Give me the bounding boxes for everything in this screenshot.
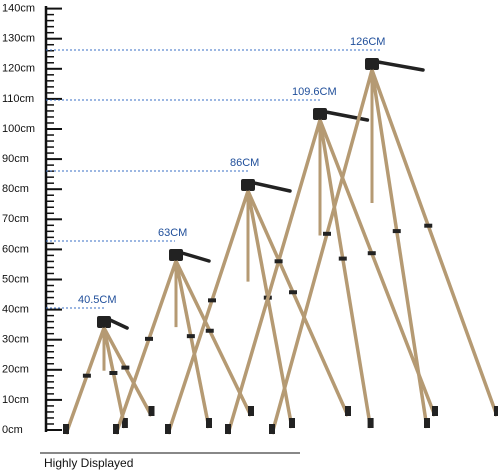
tripod-foot bbox=[345, 406, 351, 416]
ruler-label: 20cm bbox=[2, 364, 29, 376]
leg-lock bbox=[274, 259, 283, 264]
tripod-handle bbox=[180, 251, 211, 263]
height-label: 63CM bbox=[158, 227, 187, 239]
tripod-leg bbox=[166, 190, 250, 435]
tripod-head bbox=[365, 58, 379, 70]
tripod-leg bbox=[270, 69, 374, 435]
ruler-label: 130cm bbox=[2, 33, 35, 45]
tripod-handle bbox=[108, 318, 129, 330]
tripod-leg bbox=[102, 327, 127, 429]
ruler-label: 110cm bbox=[2, 93, 34, 105]
tripod-head bbox=[241, 179, 255, 191]
ruler-label: 70cm bbox=[2, 213, 29, 225]
leg-lock bbox=[289, 290, 297, 295]
tripod-foot bbox=[248, 406, 254, 416]
tripod-foot bbox=[206, 418, 212, 428]
tripod-foot bbox=[225, 424, 231, 434]
ruler-label: 40cm bbox=[2, 304, 29, 316]
leg-lock bbox=[323, 231, 331, 236]
height-label: 40.5CM bbox=[78, 294, 117, 306]
tripod-foot bbox=[148, 406, 155, 416]
tripod-leg bbox=[246, 190, 350, 417]
tripod-head bbox=[313, 108, 327, 120]
leg-lock bbox=[109, 371, 118, 375]
leg-lock bbox=[208, 298, 216, 303]
ruler-label: 140cm bbox=[2, 3, 35, 15]
ruler-label: 10cm bbox=[2, 394, 29, 406]
tripod-leg bbox=[174, 260, 211, 429]
tripod-handle bbox=[324, 110, 370, 122]
leg-lock bbox=[367, 251, 376, 256]
tripod-leg bbox=[370, 69, 498, 417]
height-label: 126CM bbox=[350, 36, 385, 48]
height-label: 86CM bbox=[230, 157, 259, 169]
height-label: 109.6CM bbox=[292, 86, 337, 98]
tripod-leg bbox=[102, 327, 154, 417]
tripod-foot bbox=[269, 424, 275, 434]
ruler-label: 80cm bbox=[2, 183, 29, 195]
leg-lock bbox=[145, 336, 153, 341]
tripod-foot bbox=[432, 406, 438, 416]
tripod-foot bbox=[63, 424, 69, 434]
tripod-leg bbox=[174, 260, 253, 417]
tripod-leg bbox=[114, 260, 178, 435]
tripod-foot bbox=[165, 424, 171, 434]
tripod-head bbox=[97, 316, 111, 328]
ruler-label: 50cm bbox=[2, 273, 29, 285]
tripod-foot bbox=[289, 418, 295, 428]
leg-lock bbox=[82, 373, 91, 378]
tripod-handle bbox=[376, 60, 425, 72]
tripod-leg bbox=[226, 119, 322, 435]
ruler-label: 60cm bbox=[2, 243, 29, 255]
tripod-foot bbox=[121, 418, 128, 428]
leg-lock bbox=[424, 223, 433, 228]
tripod-handle bbox=[252, 181, 292, 193]
tripod-foot bbox=[113, 424, 119, 434]
tripod-foot bbox=[367, 418, 374, 428]
leg-lock bbox=[392, 229, 401, 234]
leg-lock bbox=[338, 256, 347, 261]
leg-lock bbox=[186, 334, 195, 339]
leg-lock bbox=[121, 365, 130, 370]
ruler-label: 120cm bbox=[2, 63, 35, 75]
tripod-leg bbox=[370, 69, 429, 429]
tripod-head bbox=[169, 249, 183, 261]
tripod-foot bbox=[424, 418, 430, 428]
tripod-leg bbox=[318, 119, 373, 429]
tripod-foot bbox=[494, 406, 498, 416]
ruler-label: 0cm bbox=[2, 424, 23, 436]
ruler-label: 100cm bbox=[2, 123, 35, 135]
caption: Highly Displayed bbox=[44, 456, 133, 470]
ruler-label: 90cm bbox=[2, 153, 29, 165]
ruler-label: 30cm bbox=[2, 334, 29, 346]
tripod-leg bbox=[246, 190, 294, 429]
tripod-leg bbox=[64, 327, 106, 435]
leg-lock bbox=[205, 328, 214, 333]
